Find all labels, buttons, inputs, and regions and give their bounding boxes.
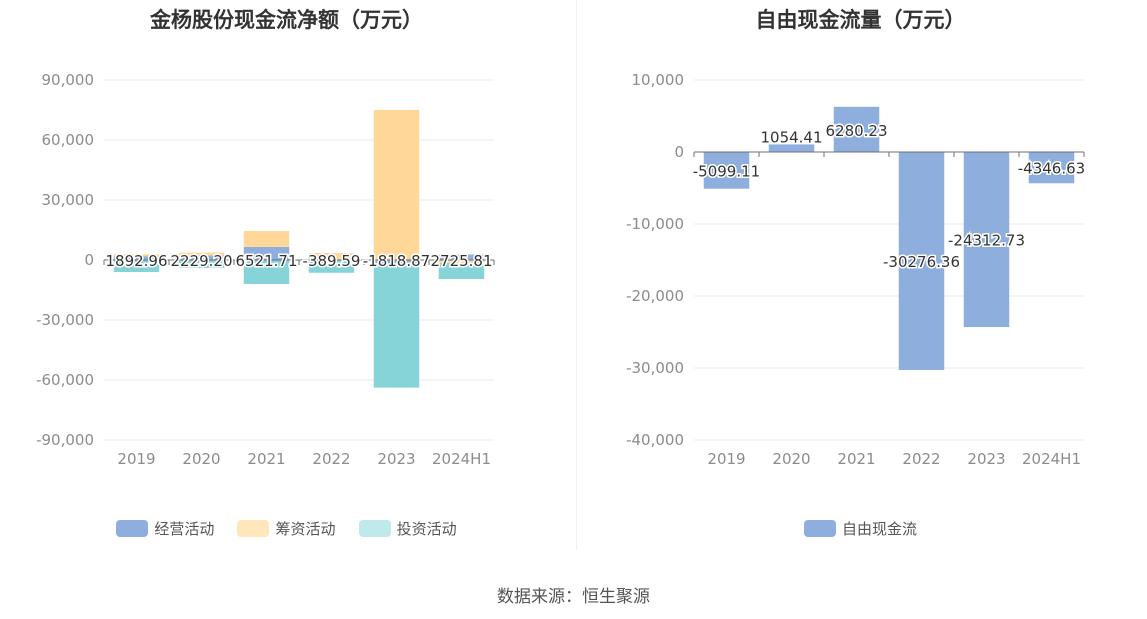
data-label: -5099.11 (693, 162, 760, 180)
bar-1 (308, 253, 355, 260)
cash-flow-chart-panel: 金杨股份现金流净额（万元） 90,000 60,000 30,000 0 -30,000… (0, 0, 573, 560)
x-tick-label: 2019 (707, 450, 745, 468)
y-tick-label: 0 (674, 143, 684, 161)
y-tick-label: 90,000 (42, 71, 95, 89)
panel-divider (576, 0, 577, 550)
bar-1 (178, 252, 225, 256)
bar-1 (373, 110, 420, 260)
legend-item-investing[interactable]: 投资活动 (358, 518, 457, 539)
bar (963, 152, 1010, 328)
x-tick-label: 2021 (837, 450, 875, 468)
data-label: 1054.41 (760, 128, 822, 146)
legend-item-operating[interactable]: 经营活动 (116, 518, 214, 539)
data-label: -24312.73 (948, 232, 1025, 250)
legend-swatch-financing (237, 520, 270, 537)
bar-0 (438, 254, 485, 260)
bar-2 (178, 260, 225, 268)
legend-swatch-operating (116, 520, 149, 537)
data-label: -389.59 (303, 252, 361, 270)
x-tick-label: 2022 (312, 450, 350, 468)
y-tick-label: -10,000 (626, 215, 684, 233)
x-tick-label: 2019 (117, 450, 155, 468)
legend: 经营活动 筹资活动 投资活动 (0, 518, 573, 541)
data-label: -1818.87 (363, 252, 430, 270)
x-tick-label: 2020 (182, 450, 220, 468)
x-tick-label: 2024H1 (1022, 450, 1081, 468)
y-tick-label: 0 (84, 251, 94, 269)
bar-1 (113, 254, 160, 257)
bar (898, 152, 945, 370)
cash-flow-chart: 90,000 60,000 30,000 0 -30,000 -60,000 -90,000… (36, 71, 495, 468)
data-source: 数据来源：恒生聚源 (497, 587, 650, 607)
y-tick-label: -30,000 (36, 311, 94, 329)
y-tick-label: -90,000 (36, 431, 94, 449)
chart-title: 自由现金流量（万元） (755, 8, 966, 32)
legend-swatch-investing (358, 520, 391, 537)
legend-item-financing[interactable]: 筹资活动 (237, 518, 336, 539)
y-tick-label: -20,000 (626, 287, 684, 305)
bar-0 (243, 246, 290, 260)
free-cash-flow-chart: 10,000 0 -10,000 -20,000 -30,000 -40,000 2019 2… (626, 71, 1087, 468)
x-tick-label: 2024H1 (432, 450, 491, 468)
data-label: -4346.63 (1018, 160, 1085, 178)
legend: 自由现金流 (574, 518, 1147, 541)
legend-label: 筹资活动 (275, 520, 336, 538)
bar-1 (243, 230, 290, 247)
data-label: 2229.20 (170, 252, 232, 270)
data-label: 6280.23 (825, 122, 887, 140)
y-tick-label: -30,000 (626, 359, 684, 377)
bar-0 (113, 256, 160, 260)
bar (703, 152, 750, 189)
bar-0 (178, 255, 225, 260)
legend-label: 投资活动 (396, 520, 457, 538)
bar-2 (308, 260, 355, 273)
bar-2 (113, 260, 160, 272)
bar-1 (438, 260, 485, 263)
legend-item-fcf[interactable]: 自由现金流 (803, 518, 917, 539)
free-cash-flow-chart-panel: 自由现金流量（万元） 10,000 0 -10,000 -20,000 -30,000 -… (574, 0, 1147, 560)
bar-2 (438, 263, 485, 279)
legend-swatch-fcf (803, 520, 836, 537)
bar-2 (373, 263, 420, 388)
data-label: -30276.36 (883, 253, 960, 271)
y-tick-label: -40,000 (626, 431, 684, 449)
bar (833, 106, 880, 152)
chart-title: 金杨股份现金流净额（万元） (150, 8, 423, 32)
data-label: 6521.71 (235, 252, 297, 270)
bar-0 (373, 260, 420, 264)
x-tick-label: 2020 (772, 450, 810, 468)
bar (768, 144, 815, 152)
x-tick-label: 2021 (247, 450, 285, 468)
data-label: 1892.96 (105, 252, 167, 270)
x-tick-label: 2022 (902, 450, 940, 468)
data-label: 2725.81 (430, 252, 492, 270)
x-tick-label: 2023 (967, 450, 1005, 468)
x-tick-label: 2023 (377, 450, 415, 468)
bar (1028, 152, 1075, 184)
bar-2 (243, 260, 290, 284)
legend-label: 自由现金流 (841, 520, 917, 538)
y-tick-label: 10,000 (632, 71, 685, 89)
y-tick-label: 30,000 (42, 191, 95, 209)
y-tick-label: 60,000 (42, 131, 95, 149)
y-tick-label: -60,000 (36, 371, 94, 389)
legend-label: 经营活动 (154, 520, 215, 538)
